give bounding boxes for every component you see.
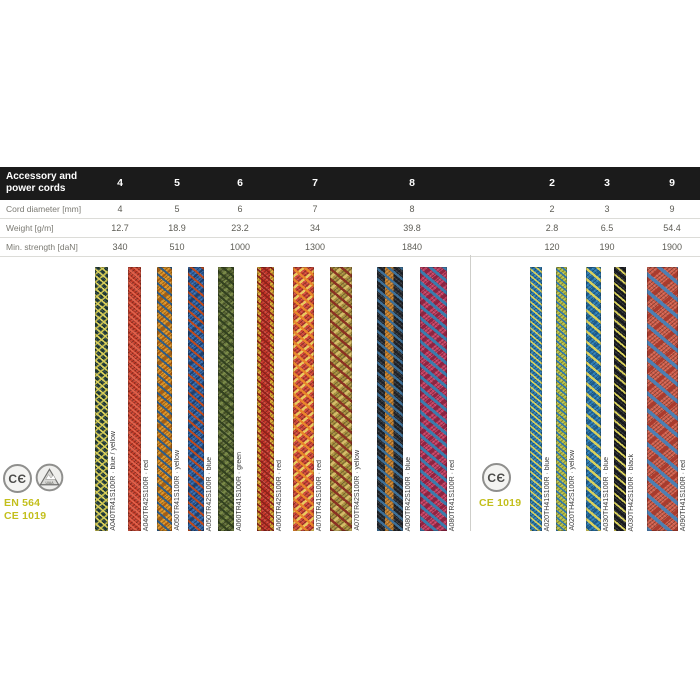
- table-cell: 510: [169, 242, 185, 252]
- table-cell: 1000: [229, 242, 251, 252]
- spec-table: Accessory and power cords 4 5 6 7 8 2 3 9 Cord …: [0, 167, 700, 257]
- uiaa-badge-label: UIAA: [45, 481, 54, 485]
- table-cell: 120: [544, 242, 560, 252]
- row-label: Min. strength [daN]: [6, 242, 78, 252]
- rope-label-A060TR41S100R: A060TR41S100R · green: [236, 452, 243, 531]
- table-cell: 39.8: [403, 223, 421, 233]
- rope-swatch-A020TH41S100R: [530, 267, 542, 531]
- col-header-3: 3: [604, 177, 610, 189]
- uiaa-badge-icon: UIAA: [35, 463, 64, 492]
- row-label: Cord diameter [mm]: [6, 204, 82, 214]
- ce-badge-label: CЄ: [8, 471, 27, 486]
- table-cell: 54.4: [663, 223, 681, 233]
- ce-badge-icon: CЄ: [3, 464, 32, 493]
- rope-swatch-A020TH42S100R: [556, 267, 567, 531]
- rope-label-A020TH42S100R: A020TH42S100R · yellow: [569, 450, 576, 531]
- rope-swatch-A080TR41S100R: [420, 267, 447, 531]
- table-body: Cord diameter [mm] 4 5 6 7 8 2 3 9 Weight [g/m] 12…: [0, 200, 700, 257]
- rope-label-A070TR41S100R: A070TR41S100R · red: [316, 459, 323, 531]
- rope-label-A080TR41S100R: A080TR41S100R · red: [449, 459, 456, 531]
- rope-label-A040TR41S100R: A040TR41S100R · blue / yellow: [110, 431, 117, 531]
- table-cell: 340: [112, 242, 128, 252]
- table-cell: 3: [604, 204, 610, 214]
- ce-badge-label-right: CЄ: [487, 470, 506, 485]
- rope-swatch-A040TR42S100R: [128, 267, 141, 531]
- cert-standard-en564: EN 564: [4, 497, 41, 509]
- rope-label-A040TR42S100R: A040TR42S100R · red: [143, 459, 150, 531]
- rope-swatch-A030TH42S100R: [614, 267, 626, 531]
- row-label: Weight [g/m]: [6, 223, 54, 233]
- rope-label-A030TH42S100R: A030TH42S100R · black: [628, 453, 635, 531]
- cert-standard-ce1019-left: CE 1019: [4, 510, 47, 522]
- table-row: Min. strength [daN] 340 510 1000 1300 1840 120…: [0, 238, 700, 257]
- col-header-7: 7: [312, 177, 318, 189]
- table-cell: 6.5: [600, 223, 614, 233]
- table-cell: 34: [309, 223, 320, 233]
- rope-swatch-A080TR42S100R: [377, 267, 403, 531]
- table-cell: 1840: [401, 242, 423, 252]
- rope-label-A020TH41S100R: A020TH41S100R · blue: [544, 456, 551, 531]
- rope-label-A050TR42S100R: A050TR42S100R · blue: [206, 456, 213, 531]
- cert-standard-ce1019-right: CE 1019: [479, 497, 522, 509]
- table-cell: 2: [549, 204, 555, 214]
- table-title-line2: power cords: [6, 183, 66, 194]
- rope-label-A050TR41S100R: A050TR41S100R · yellow: [174, 450, 181, 531]
- table-cell: 9: [669, 204, 675, 214]
- col-header-5: 5: [174, 177, 180, 189]
- table-cell: 12.7: [111, 223, 129, 233]
- rope-label-A060TR42S100R: A060TR42S100R · red: [276, 459, 283, 531]
- table-row: Cord diameter [mm] 4 5 6 7 8 2 3 9: [0, 200, 700, 219]
- rope-label-A080TR42S100R: A080TR42S100R · blue: [405, 456, 412, 531]
- rope-swatch-A040TR41S100R: [95, 267, 108, 531]
- col-header-4: 4: [117, 177, 123, 189]
- table-cell: 6: [237, 204, 243, 214]
- rope-swatch-A060TR42S100R: [257, 267, 274, 531]
- col-header-9: 9: [669, 177, 675, 189]
- table-title: Accessory and power cords: [6, 171, 77, 195]
- rope-swatch-A050TR41S100R: [157, 267, 172, 531]
- table-cell: 190: [599, 242, 615, 252]
- rope-label-A070TR42S100R: A070TR42S100R · yellow: [354, 450, 361, 531]
- table-cell: 7: [312, 204, 318, 214]
- col-header-6: 6: [237, 177, 243, 189]
- rope-label-A090TH41S100R: A090TH41S100R · red: [680, 459, 687, 531]
- table-title-line1: Accessory and: [6, 171, 78, 182]
- table-cell: 5: [174, 204, 180, 214]
- table-cell: 1300: [304, 242, 326, 252]
- col-header-8: 8: [409, 177, 415, 189]
- table-cell: 23.2: [231, 223, 249, 233]
- rope-swatch-A060TR41S100R: [218, 267, 234, 531]
- rope-swatch-A070TR42S100R: [330, 267, 352, 531]
- rope-swatch-A050TR42S100R: [188, 267, 204, 531]
- table-header: Accessory and power cords 4 5 6 7 8 2 3 9: [0, 167, 700, 200]
- table-cell: 18.9: [168, 223, 186, 233]
- rope-swatch-A070TR41S100R: [293, 267, 314, 531]
- table-cell: 4: [117, 204, 123, 214]
- table-cell: 2.8: [545, 223, 559, 233]
- col-header-2: 2: [549, 177, 555, 189]
- table-cell: 1900: [661, 242, 683, 252]
- ce-badge-icon-right: CЄ: [482, 463, 511, 492]
- rope-label-A030TH41S100R: A030TH41S100R · blue: [603, 456, 610, 531]
- rope-swatch-A090TH41S100R: [647, 267, 678, 531]
- table-row: Weight [g/m] 12.7 18.9 23.2 34 39.8 2.8 6.5 54.4: [0, 219, 700, 238]
- group-divider-line: [470, 255, 471, 531]
- table-cell: 8: [409, 204, 415, 214]
- rope-swatch-A030TH41S100R: [586, 267, 601, 531]
